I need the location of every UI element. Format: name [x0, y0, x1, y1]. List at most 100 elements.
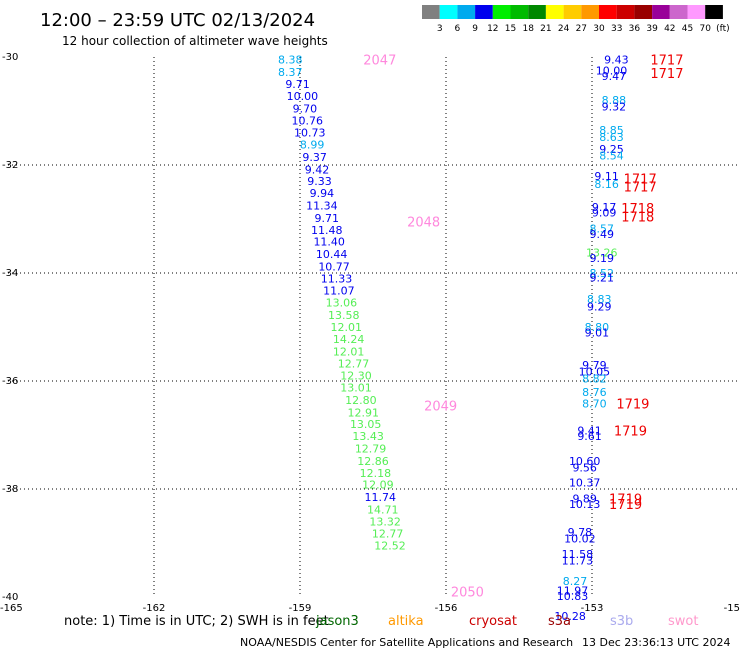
wave-height-point: 14.24 — [333, 333, 365, 346]
wave-height-point: 8.57 — [589, 223, 614, 236]
wave-height-point: 8.83 — [587, 293, 612, 306]
color-scale-label: 18 — [522, 24, 534, 34]
wave-height-point: 12.01 — [333, 345, 365, 358]
plot-area: -30 -32 -34 -36 -38 -40-165 -162 -159 -156 -153 -1… — [0, 52, 740, 623]
wave-height-point: 11.34 — [306, 200, 338, 213]
color-scale-label: 45 — [682, 24, 693, 34]
wave-height-point: 9.42 — [305, 163, 330, 176]
time-label: 1719 — [614, 425, 647, 440]
wave-height-point: 9.47 — [602, 70, 627, 83]
wave-height-point: 9.78 — [568, 526, 593, 539]
wave-height-point: 13.05 — [350, 418, 382, 431]
color-swatch — [475, 5, 493, 19]
color-scale-label: 30 — [593, 24, 605, 34]
wave-height-point: 9.19 — [589, 252, 614, 265]
wave-height-point: 13.32 — [369, 515, 401, 528]
y-tick-label: -32 — [2, 160, 18, 171]
wave-height-point: 11.40 — [313, 236, 345, 249]
wave-height-point: 13.43 — [352, 430, 384, 443]
satellite-name-s3b: s3b — [610, 614, 633, 629]
wave-height-point: 10.00 — [287, 90, 319, 103]
wave-height-point: 13.26 — [586, 246, 618, 259]
wave-height-point: 10.02 — [564, 533, 596, 546]
wave-height-point: 8.99 — [300, 138, 325, 151]
color-swatch — [705, 5, 723, 19]
wave-height-point: 9.11 — [594, 170, 619, 183]
color-swatch — [510, 5, 529, 19]
wave-height-point: 8.82 — [582, 372, 607, 385]
color-swatch — [581, 5, 599, 19]
wave-height-point: 10.83 — [557, 590, 589, 603]
wave-height-point: 13.01 — [340, 381, 372, 394]
satellite-name-altika: altika — [388, 614, 424, 629]
wave-height-point: 8.80 — [585, 321, 610, 334]
satellite-name-s3a: s3a — [548, 614, 571, 629]
y-tick-label: -34 — [2, 268, 18, 279]
wave-height-point: 9.09 — [592, 207, 617, 220]
color-swatch — [457, 5, 476, 19]
color-scale-label: (ft) — [716, 24, 730, 34]
wave-height-point: 11.73 — [562, 554, 594, 567]
wave-height-point: 12.91 — [348, 406, 380, 419]
time-label: 1719 — [616, 398, 649, 413]
time-label: 1718 — [621, 210, 654, 225]
color-scale-label: 33 — [611, 24, 622, 34]
x-tick-label: -159 — [289, 603, 312, 614]
wave-height-point: 9.89 — [572, 493, 597, 506]
color-scale-label: 3 — [437, 24, 443, 34]
wave-height-point: 13.58 — [328, 309, 360, 322]
color-swatch — [634, 5, 653, 19]
satellite-legend: jason3 altika cryosat s3a s3b swot — [315, 614, 698, 629]
wave-height-point: 12.77 — [338, 358, 370, 371]
wave-height-point: 12.77 — [372, 527, 404, 540]
chart-title: 12:00 – 23:59 UTC 02/13/2024 — [40, 10, 315, 31]
satellite-name-cryosat: cryosat — [469, 614, 517, 629]
wave-height-point: 12.79 — [355, 443, 387, 456]
color-scale-label: 6 — [455, 24, 461, 34]
wave-height-point: 9.32 — [602, 101, 627, 114]
color-swatch — [439, 5, 458, 19]
wave-height-point: 9.71 — [285, 78, 310, 91]
time-label: 2048 — [407, 216, 440, 231]
wave-height-point: 9.71 — [315, 212, 340, 225]
y-tick-label: -40 — [2, 592, 18, 603]
wave-height-point: 9.94 — [310, 187, 335, 200]
wave-height-point: 12.18 — [360, 467, 392, 480]
wave-height-point: 11.74 — [365, 491, 397, 504]
satellite-name-jason3: jason3 — [315, 614, 359, 629]
time-label: 1719 — [609, 498, 642, 513]
color-swatch — [599, 5, 617, 19]
wave-height-point: 14.71 — [367, 504, 399, 517]
wave-height-point: 9.25 — [599, 143, 624, 156]
time-label: 1718 — [621, 202, 654, 217]
wave-height-point: 12.80 — [345, 394, 377, 407]
color-scale-label: 15 — [505, 24, 516, 34]
x-tick-label: -156 — [435, 603, 458, 614]
y-tick-label: -36 — [2, 376, 18, 387]
wave-height-point: 10.05 — [579, 365, 611, 378]
color-scale-label: 42 — [664, 24, 675, 34]
chart-subtitle: 12 hour collection of altimeter wave hei… — [62, 34, 328, 48]
wave-height-point: 9.37 — [302, 151, 327, 164]
credit-line: NOAA/NESDIS Center for Satellite Applica… — [240, 636, 573, 649]
color-swatch — [528, 5, 546, 19]
wave-height-point: 8.16 — [594, 178, 619, 191]
color-scale-label: 12 — [487, 24, 498, 34]
wave-height-point: 10.13 — [569, 498, 601, 511]
x-tick-label: -15 — [724, 603, 740, 614]
wave-height-point: 8.54 — [599, 149, 624, 162]
time-label: 1719 — [609, 493, 642, 508]
wave-height-point: 9.33 — [307, 175, 332, 188]
wave-height-point: 8.38 — [278, 54, 303, 67]
wave-height-point: 9.41 — [577, 425, 602, 438]
time-label: 1717 — [650, 54, 683, 69]
time-label: 2049 — [424, 399, 457, 414]
wave-height-point: 11.48 — [311, 224, 343, 237]
wave-height-point: 10.60 — [569, 455, 601, 468]
wave-height-point: 8.88 — [602, 94, 627, 107]
time-label: 1717 — [624, 173, 657, 188]
color-swatch — [422, 5, 440, 19]
satellite-name-swot: swot — [668, 614, 698, 629]
